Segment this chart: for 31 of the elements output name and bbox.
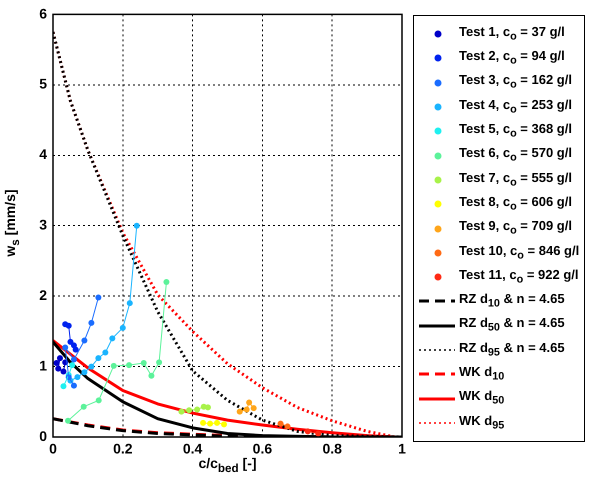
legend-label: RZ d$_{50}$ & n = 4.65 <box>459 315 565 335</box>
x-tick-label: 0 <box>49 440 58 456</box>
y-tick-label: 6 <box>39 5 48 22</box>
x-tick-label: 0.4 <box>182 440 203 456</box>
legend-label: Test 3, c$_{o}$ = 162 g/l <box>459 72 572 92</box>
x-tick-label: 0.8 <box>322 440 342 456</box>
legend-label: WK d$_{95}$ <box>459 412 504 432</box>
legend-label: Test 8, c$_{o}$ = 606 g/l <box>459 194 572 214</box>
y-tick-label: 1 <box>39 357 48 374</box>
legend-label: Test 4, c$_{o}$ = 253 g/l <box>459 96 572 116</box>
x-tick-label: 0.6 <box>252 440 272 456</box>
legend-label: RZ d$_{95}$ & n = 4.65 <box>459 340 565 360</box>
y-tick-label: 2 <box>39 286 48 303</box>
x-tick-label: 1 <box>398 440 406 456</box>
y-tick-label: 3 <box>39 216 48 233</box>
legend-label: Test 7, c$_{o}$ = 555 g/l <box>459 170 572 190</box>
legend-label: Test 2, c$_{o}$ = 94 g/l <box>459 48 565 68</box>
y-tick-label: 4 <box>39 146 48 162</box>
legend-label: RZ d$_{10}$ & n = 4.65 <box>459 291 565 311</box>
y-tick-label: 0 <box>39 428 48 444</box>
legend-label: Test 9, c$_{o}$ = 709 g/l <box>459 218 572 238</box>
legend-label: WK d$_{10}$ <box>459 364 504 384</box>
legend-label: Test 5, c$_{o}$ = 368 g/l <box>459 121 572 141</box>
legend-label: Test 11, c$_{o}$ = 922 g/l <box>459 266 578 286</box>
legend-label: WK d$_{50}$ <box>459 388 504 408</box>
legend-label: Test 1, c$_{o}$ = 37 g/l <box>459 24 565 44</box>
legend-label: Test 6, c$_{o}$ = 570 g/l <box>459 145 572 165</box>
x-axis-title: c/c$_{bed}$ [-] <box>197 455 258 475</box>
legend-label: Test 10, c$_{o}$ = 846 g/l <box>459 242 580 262</box>
y-tick-label: 5 <box>39 76 48 92</box>
x-tick-label: 0.2 <box>113 440 133 456</box>
